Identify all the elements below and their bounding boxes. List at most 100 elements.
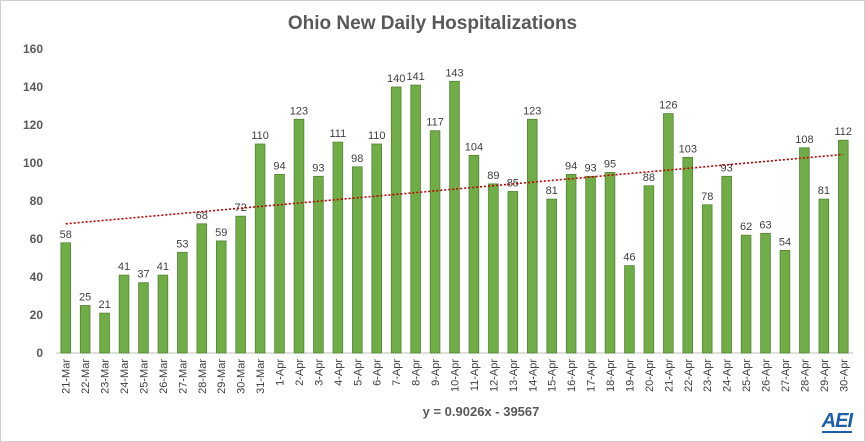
bar [332,141,344,354]
data-label: 111 [329,128,346,140]
y-tick-label: 60 [30,232,44,246]
data-label: 81 [818,185,830,197]
x-tick-label: 21-Mar [61,359,73,394]
x-tick-label: 26-Apr [761,359,773,392]
data-label: 41 [157,261,169,273]
x-tick-label: 25-Apr [741,359,753,392]
y-tick-label: 80 [30,194,44,208]
data-label: 68 [196,210,208,222]
x-tick-label: 22-Mar [80,359,92,394]
x-tick-label: 29-Apr [819,359,831,392]
data-label: 89 [487,170,499,182]
data-label: 110 [251,130,269,142]
x-tick-label: 28-Mar [197,359,209,394]
x-tick-label: 18-Apr [605,359,617,392]
data-label: 112 [835,126,853,138]
bar [274,173,285,354]
bar [663,113,674,354]
bar [721,175,732,354]
x-tick-label: 9-Apr [430,359,442,386]
data-label: 110 [368,130,386,142]
data-label: 78 [701,191,713,203]
bar [526,118,538,354]
data-label: 93 [721,162,733,174]
y-tick-label: 20 [30,308,44,322]
x-tick-label: 13-Apr [508,359,520,392]
data-label: 94 [565,160,577,172]
bar [624,265,635,354]
data-label: 72 [235,202,247,214]
x-tick-label: 24-Apr [722,359,734,392]
bar [177,251,188,354]
x-tick-label: 5-Apr [352,359,364,386]
data-label: 88 [643,172,655,184]
x-tick-label: 21-Apr [663,359,675,392]
x-tick-label: 25-Mar [138,359,150,394]
data-label: 123 [290,105,308,117]
data-label: 103 [679,143,697,155]
data-label: 93 [584,162,596,174]
bar [585,175,596,354]
x-tick-label: 3-Apr [313,359,325,386]
bar [488,183,499,354]
bar [157,274,169,354]
logo-text: AEI [821,410,853,432]
data-label: 141 [406,71,424,83]
bar [293,118,305,354]
bar [838,139,849,354]
bar [215,240,227,354]
x-tick-label: 23-Mar [100,359,112,394]
data-label: 21 [98,299,110,311]
data-label: 94 [273,160,285,172]
bar [99,312,110,354]
chart-title: Ohio New Daily Hospitalizations [287,13,578,34]
bar [79,305,91,354]
bar [643,185,655,354]
bar [682,156,694,354]
data-label: 126 [659,100,677,112]
bar [118,274,130,354]
x-tick-label: 17-Apr [586,359,598,392]
bar [799,147,810,354]
data-label: 62 [740,221,752,233]
bar [254,143,266,354]
bar [818,198,830,354]
y-tick-label: 160 [23,42,43,56]
data-label: 143 [445,67,463,79]
data-label: 54 [779,236,791,248]
x-tick-label: 31-Mar [255,359,267,394]
x-tick-label: 22-Apr [683,359,695,392]
data-label: 95 [604,159,616,171]
x-tick-label: 28-Apr [799,359,811,392]
bar [507,191,519,354]
x-tick-label: 1-Apr [275,359,287,386]
bar [352,166,363,354]
x-tick-label: 23-Apr [702,359,714,392]
x-tick-label: 7-Apr [391,359,403,386]
bar [235,215,246,354]
y-tick-label: 100 [23,156,43,170]
data-label: 98 [351,153,363,165]
bar [779,249,791,354]
x-tick-label: 11-Apr [469,359,481,392]
x-tick-label: 4-Apr [333,359,345,386]
x-tick-label: 27-Apr [780,359,792,392]
bar [429,130,441,354]
bar [313,175,324,354]
bar [390,86,402,354]
data-label: 41 [118,261,130,273]
data-label: 123 [523,105,541,117]
x-tick-label: 27-Mar [177,359,189,394]
bar [410,84,421,354]
data-label: 117 [426,117,444,129]
bar [449,80,460,354]
x-tick-label: 19-Apr [624,359,636,392]
data-label: 25 [79,292,91,304]
x-tick-label: 2-Apr [294,359,306,386]
x-tick-label: 24-Mar [119,359,131,394]
bar [740,234,752,354]
data-label: 108 [795,134,813,146]
data-label: 140 [387,73,405,85]
